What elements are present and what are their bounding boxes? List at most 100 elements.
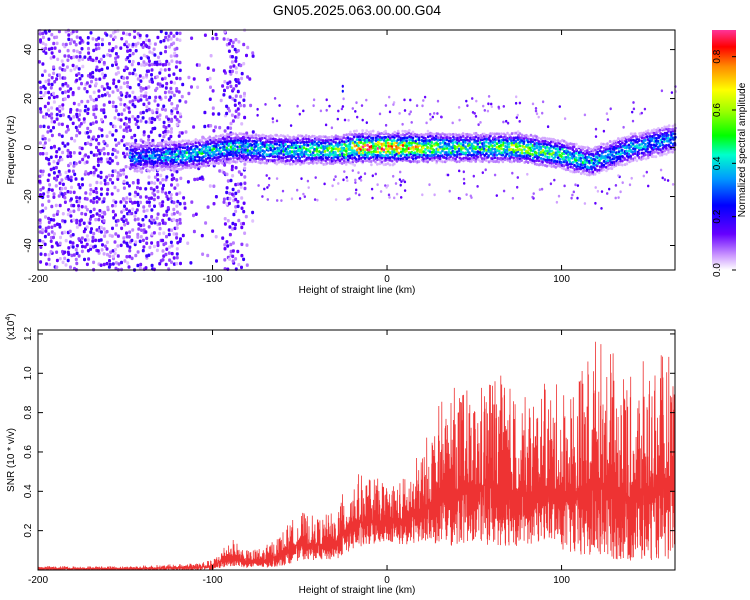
spectrogram-cell [298, 139, 302, 143]
spectrogram-cell [222, 93, 226, 97]
spectrogram-cell [154, 154, 157, 158]
spectrogram-cell [60, 134, 64, 138]
spectrogram-cell [299, 162, 302, 166]
spectrogram-cell [128, 100, 132, 104]
spectrogram-cell [190, 140, 193, 144]
spectrogram-cell [483, 137, 487, 141]
spectrogram-cell [144, 91, 148, 95]
spectrogram-cell [137, 146, 140, 150]
spectrogram-cell [86, 155, 90, 159]
spectrogram-cell [658, 128, 662, 132]
spectrogram-cell [468, 151, 471, 155]
spectrogram-cell [128, 254, 132, 259]
spectrogram-cell [349, 130, 352, 134]
spectrogram-cell [94, 68, 98, 72]
spectrogram-cell [181, 166, 184, 170]
spectrogram-cell [648, 142, 651, 146]
spectrogram-cell [436, 132, 440, 136]
x-tick-label: -100 [203, 575, 223, 586]
spectrogram-cell [302, 192, 305, 196]
spectrogram-cell [456, 153, 459, 156]
spectrogram-cell [228, 95, 232, 99]
spectrogram-cell [158, 181, 162, 185]
spectrogram-cell [472, 174, 475, 178]
spectrogram-cell [584, 149, 587, 153]
spectrogram-cell [148, 50, 152, 54]
spectrogram-cell [424, 136, 427, 140]
spectrogram-cell [74, 43, 78, 47]
spectrogram-cell [153, 204, 156, 208]
spectrogram-cell [591, 170, 595, 174]
spectrogram-cell [407, 143, 411, 147]
spectrogram-cell [56, 57, 60, 62]
spectrogram-cell [271, 155, 275, 159]
spectrogram-cell [38, 60, 41, 64]
spectrogram-cell [120, 210, 124, 214]
spectrogram-cell [289, 124, 293, 127]
spectrogram-cell [625, 149, 628, 153]
spectrogram-cell [47, 225, 51, 230]
spectrogram-cell [99, 148, 103, 153]
spectrogram-cell [116, 88, 120, 92]
spectrogram-cell [393, 134, 397, 137]
spectrogram-cell [74, 125, 78, 130]
spectrogram-cell [441, 145, 444, 149]
spectrogram-cell [257, 184, 260, 187]
spectrogram-cell [50, 120, 54, 124]
spectrogram-cell [330, 135, 334, 139]
spectrogram-cell [136, 235, 140, 239]
spectrogram-cell [139, 163, 142, 167]
spectrogram-cell [589, 165, 593, 169]
spectrogram-cell [550, 165, 553, 168]
spectrogram-cell [535, 144, 539, 148]
spectrogram-cell [234, 222, 237, 227]
spectrogram-cell [666, 179, 670, 182]
spectrogram-cell [55, 35, 59, 39]
spectrogram-cell [131, 115, 135, 119]
spectrogram-cell [196, 159, 199, 163]
spectrogram-cell [306, 179, 310, 183]
spectrogram-cell [77, 204, 81, 208]
spectrogram-cell [395, 149, 399, 153]
spectrogram-cell [75, 133, 79, 138]
spectrogram-cell [271, 149, 275, 153]
spectrogram-cell [137, 83, 141, 87]
spectrogram-cell [49, 86, 53, 90]
spectrogram-cell [263, 143, 266, 147]
spectrogram-cell [53, 144, 56, 149]
spectrogram-cell [219, 155, 222, 159]
spectrogram-cell [445, 151, 448, 155]
spectrogram-cell [160, 141, 163, 145]
spectrogram-cell [257, 146, 260, 150]
spectrogram-cell [493, 147, 497, 151]
spectrogram-cell [604, 150, 607, 154]
spectrogram-cell [670, 91, 674, 94]
spectrogram-cell [178, 31, 182, 36]
spectrogram-cell [61, 141, 65, 145]
spectrogram-cell [491, 157, 494, 161]
spectrogram-cell [47, 47, 51, 51]
spectrogram-cell [139, 86, 143, 90]
spectrogram-cell [384, 104, 388, 107]
spectrogram-cell [663, 178, 667, 182]
spectrogram-cell [521, 144, 524, 148]
spectrogram-cell [239, 139, 243, 143]
spectrogram-cell [322, 145, 325, 149]
spectrogram-cell [100, 84, 104, 89]
spectrogram-cell [497, 139, 501, 143]
spectrogram-cell [490, 105, 493, 109]
spectrogram-cell [117, 141, 121, 145]
spectrogram-cell [494, 150, 497, 154]
spectrogram-cell [44, 46, 48, 51]
spectrogram-cell [169, 162, 173, 166]
spectrogram-cell [38, 179, 42, 184]
spectrogram-cell [313, 153, 317, 157]
spectrogram-cell [608, 140, 612, 143]
spectrogram-cell [602, 163, 606, 167]
spectrogram-cell [58, 66, 62, 70]
spectrogram-cell [457, 106, 461, 109]
snr-x-label: Height of straight line (km) [299, 585, 416, 596]
spectrogram-cell [150, 154, 154, 158]
spectrogram-cell [194, 153, 197, 157]
spectrogram-cell [164, 165, 167, 168]
